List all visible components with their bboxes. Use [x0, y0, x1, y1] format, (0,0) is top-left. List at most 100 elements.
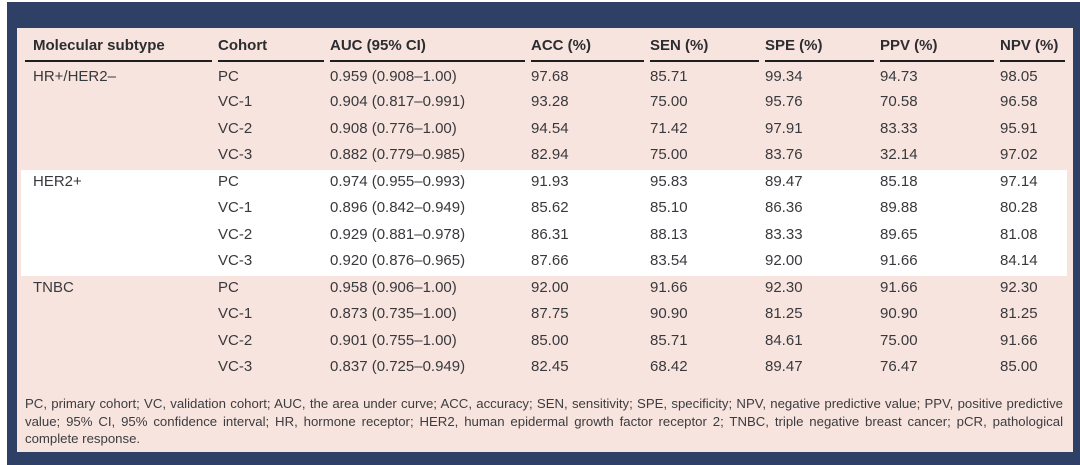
col-header-auc: AUC (95% CI): [330, 28, 531, 62]
cell-cohort: VC-1: [218, 305, 253, 323]
table-row: VC-3 0.882 (0.779–0.985) 82.94 75.00 83.76 32…: [25, 142, 1065, 169]
her2-highlight-band: [21, 170, 1067, 276]
cell-auc: 0.882 (0.779–0.985): [330, 146, 466, 164]
cell-subtype: HR+/HER2–: [33, 68, 116, 86]
cell-spe: 86.36: [765, 199, 803, 217]
cell-sen: 83.54: [650, 252, 688, 270]
cell-ppv: 75.00: [880, 331, 918, 349]
cell-npv: 85.00: [1000, 358, 1038, 376]
cell-ppv: 89.65: [880, 225, 918, 243]
cell-sen: 75.00: [650, 146, 688, 164]
cell-acc: 85.62: [531, 199, 569, 217]
col-header-spe: SPE (%): [765, 28, 880, 62]
cell-ppv: 70.58: [880, 93, 918, 111]
cell-ppv: 90.90: [880, 305, 918, 323]
cell-cohort: VC-1: [218, 93, 253, 111]
table-frame: Molecular subtype Cohort AUC (95% CI) AC…: [7, 2, 1080, 465]
cell-acc: 93.28: [531, 93, 569, 111]
cell-subtype: [25, 89, 218, 116]
cell-cohort: VC-2: [218, 225, 253, 243]
table-row: TNBC PC 0.958 (0.906–1.00) 92.00 91.66 92.30 9…: [25, 274, 1065, 301]
cell-auc: 0.929 (0.881–0.978): [330, 225, 466, 243]
cell-cohort: PC: [218, 68, 239, 86]
table-footnote: PC, primary cohort; VC, validation cohor…: [25, 396, 1063, 446]
cell-auc: 0.904 (0.817–0.991): [330, 93, 466, 111]
cell-acc: 87.66: [531, 252, 569, 270]
cell-sen: 88.13: [650, 225, 688, 243]
cell-auc: 0.901 (0.755–1.00): [330, 331, 457, 349]
cell-spe: 89.47: [765, 358, 803, 376]
cell-npv: 81.08: [1000, 225, 1038, 243]
cell-ppv: 91.66: [880, 252, 918, 270]
cell-cohort: PC: [218, 278, 239, 296]
cell-npv: 98.05: [1000, 68, 1038, 86]
cell-acc: 82.94: [531, 146, 569, 164]
cell-subtype: [25, 301, 218, 328]
cell-spe: 92.30: [765, 278, 803, 296]
cell-auc: 0.974 (0.955–0.993): [330, 172, 466, 190]
table-row: VC-2 0.929 (0.881–0.978) 86.31 88.13 83.33 89…: [25, 221, 1065, 248]
cell-npv: 81.25: [1000, 305, 1038, 323]
cell-subtype: [25, 248, 218, 275]
cell-auc: 0.837 (0.725–0.949): [330, 358, 466, 376]
cell-spe: 92.00: [765, 252, 803, 270]
cell-npv: 91.66: [1000, 331, 1038, 349]
cell-acc: 97.68: [531, 68, 569, 86]
cell-auc: 0.959 (0.908–1.00): [330, 68, 457, 86]
cell-acc: 87.75: [531, 305, 569, 323]
table-row: VC-3 0.920 (0.876–0.965) 87.66 83.54 92.00 91…: [25, 248, 1065, 275]
cell-auc: 0.873 (0.735–1.00): [330, 305, 457, 323]
cell-subtype: [25, 221, 218, 248]
table-body: HR+/HER2– PC 0.959 (0.908–1.00) 97.68 85.71 9…: [25, 62, 1065, 380]
cell-spe: 83.76: [765, 146, 803, 164]
cell-npv: 84.14: [1000, 252, 1038, 270]
results-table: Molecular subtype Cohort AUC (95% CI) AC…: [25, 28, 1065, 380]
cell-spe: 95.76: [765, 93, 803, 111]
cell-ppv: 32.14: [880, 146, 918, 164]
cell-sen: 68.42: [650, 358, 688, 376]
cell-spe: 84.61: [765, 331, 803, 349]
cell-acc: 86.31: [531, 225, 569, 243]
table-panel: Molecular subtype Cohort AUC (95% CI) AC…: [17, 28, 1073, 452]
cell-sen: 85.71: [650, 68, 688, 86]
cell-spe: 81.25: [765, 305, 803, 323]
cell-auc: 0.908 (0.776–1.00): [330, 119, 457, 137]
cell-cohort: VC-3: [218, 358, 253, 376]
cell-auc: 0.920 (0.876–0.965): [330, 252, 466, 270]
cell-subtype: [25, 354, 218, 381]
cell-cohort: VC-2: [218, 331, 253, 349]
cell-acc: 91.93: [531, 172, 569, 190]
cell-sen: 85.71: [650, 331, 688, 349]
cell-acc: 94.54: [531, 119, 569, 137]
col-header-npv: NPV (%): [1000, 28, 1065, 62]
cell-ppv: 94.73: [880, 68, 918, 86]
cell-npv: 80.28: [1000, 199, 1038, 217]
cell-subtype: TNBC: [33, 278, 74, 296]
cell-auc: 0.958 (0.906–1.00): [330, 278, 457, 296]
header-row: Molecular subtype Cohort AUC (95% CI) AC…: [25, 28, 1065, 62]
table-row: VC-3 0.837 (0.725–0.949) 82.45 68.42 89.47 76…: [25, 354, 1065, 381]
table-header: Molecular subtype Cohort AUC (95% CI) AC…: [25, 28, 1065, 62]
cell-sen: 71.42: [650, 119, 688, 137]
cell-cohort: VC-3: [218, 252, 253, 270]
cell-npv: 97.14: [1000, 172, 1038, 190]
cell-subtype: [25, 195, 218, 222]
col-header-ppv: PPV (%): [880, 28, 1000, 62]
cell-subtype: HER2+: [33, 172, 82, 190]
cell-npv: 92.30: [1000, 278, 1038, 296]
cell-acc: 92.00: [531, 278, 569, 296]
cell-sen: 95.83: [650, 172, 688, 190]
table-row: VC-1 0.896 (0.842–0.949) 85.62 85.10 86.36 89…: [25, 195, 1065, 222]
cell-subtype: [25, 142, 218, 169]
col-header-sen: SEN (%): [650, 28, 765, 62]
table-row: VC-2 0.908 (0.776–1.00) 94.54 71.42 97.91 83.…: [25, 115, 1065, 142]
cell-spe: 97.91: [765, 119, 803, 137]
cell-ppv: 85.18: [880, 172, 918, 190]
cell-cohort: VC-1: [218, 199, 253, 217]
cell-npv: 96.58: [1000, 93, 1038, 111]
cell-subtype: [25, 327, 218, 354]
cell-auc: 0.896 (0.842–0.949): [330, 199, 466, 217]
cell-ppv: 76.47: [880, 358, 918, 376]
table-row: VC-1 0.904 (0.817–0.991) 93.28 75.00 95.76 70…: [25, 89, 1065, 116]
